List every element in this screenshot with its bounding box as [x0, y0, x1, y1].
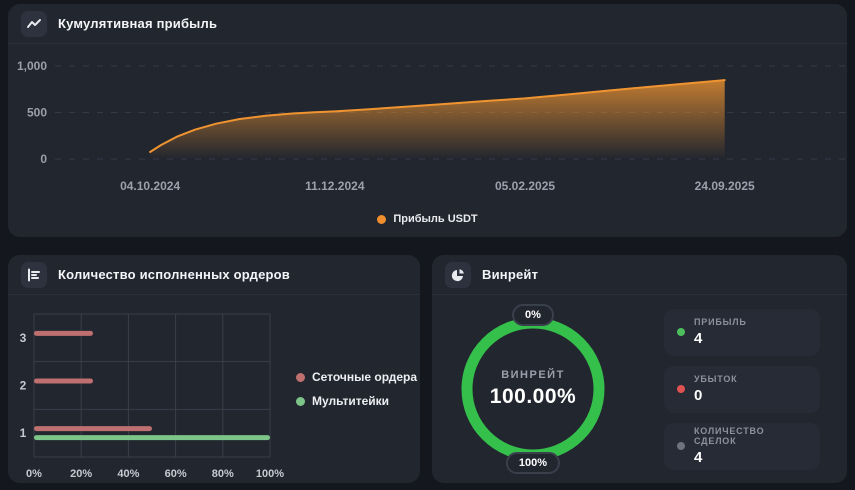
stat-value-trade-count: 4 [694, 449, 703, 466]
svg-text:05.02.2025: 05.02.2025 [495, 179, 555, 193]
svg-text:11.12.2024: 11.12.2024 [305, 179, 365, 193]
svg-text:1,000: 1,000 [17, 59, 47, 73]
winrate-center: ВИНРЕЙТ 100.00% [458, 314, 608, 464]
orders-chart-legend: Сеточные ордера Мультитейки [296, 370, 417, 408]
profit-dot-icon [677, 328, 685, 336]
svg-text:60%: 60% [165, 468, 187, 480]
panel-title-winrate: Винрейт [482, 267, 539, 282]
panel-header: Винрейт [432, 255, 847, 295]
svg-text:80%: 80% [212, 468, 234, 480]
svg-text:500: 500 [27, 106, 47, 120]
winrate-stats: ПРИБЫЛЬ 4 УБЫТОК 0 КОЛИЧЕСТВО СДЕЛОК 4 [664, 308, 820, 470]
panel-executed-orders: Количество исполненных ордеров 0% 20% 40% 6… [8, 255, 420, 483]
svg-text:1: 1 [20, 426, 27, 440]
stat-value-profit: 4 [694, 330, 703, 347]
winrate-caption: ВИНРЕЙТ [501, 369, 565, 381]
svg-text:2: 2 [20, 379, 27, 393]
stat-card-profit: ПРИБЫЛЬ 4 [664, 308, 820, 356]
stat-card-trade-count: КОЛИЧЕСТВО СДЕЛОК 4 [664, 422, 820, 470]
svg-text:24.09.2025: 24.09.2025 [695, 179, 755, 193]
cumulative-profit-chart[interactable]: 0 500 1,000 04.10.2024 11.12.2024 05.02.2025 2… [8, 47, 847, 199]
legend-item-grid-orders[interactable]: Сеточные ордера [296, 370, 417, 384]
bar-list-icon [21, 261, 47, 288]
legend-dot-grid-orders [296, 372, 305, 382]
legend-label-multitakes: Мультитейки [312, 394, 390, 408]
executed-orders-chart[interactable]: 0% 20% 40% 60% 80% 100% 3 2 1 [8, 307, 310, 482]
winrate-value: 100.00% [489, 385, 577, 408]
panel-title-cumulative: Кумулятивная прибыль [58, 16, 218, 31]
stat-card-loss: УБЫТОК 0 [664, 365, 820, 413]
panel-cumulative-profit: Кумулятивная прибыль 0 500 1,000 04.10.2024… [8, 4, 847, 237]
stat-label-trade-count: КОЛИЧЕСТВО СДЕЛОК [694, 426, 765, 446]
panel-header: Кумулятивная прибыль [8, 4, 847, 44]
svg-text:20%: 20% [70, 468, 92, 480]
svg-text:0%: 0% [26, 468, 42, 480]
svg-text:100%: 100% [256, 468, 284, 480]
trend-line-icon [21, 10, 47, 37]
legend-item-multitakes[interactable]: Мультитейки [296, 394, 417, 408]
winrate-zero-badge: 0% [512, 304, 554, 326]
svg-text:04.10.2024: 04.10.2024 [120, 179, 180, 193]
svg-text:40%: 40% [117, 468, 139, 480]
panel-title-orders: Количество исполненных ордеров [58, 267, 290, 282]
winrate-hundred-badge: 100% [505, 452, 561, 474]
panel-header: Количество исполненных ордеров [8, 255, 420, 295]
cumulative-chart-legend[interactable]: Прибыль USDT [8, 213, 847, 225]
panel-winrate: Винрейт 0% 100% ВИНРЕЙТ 100.00% ПРИБЫЛЬ … [432, 255, 847, 483]
stat-label-loss: УБЫТОК [694, 374, 738, 384]
legend-dot-multitakes [296, 396, 305, 406]
stat-label-profit: ПРИБЫЛЬ [694, 317, 747, 327]
pie-chart-icon [445, 261, 471, 288]
legend-dot-profit-usdt [377, 214, 387, 224]
legend-label-profit-usdt: Прибыль USDT [393, 213, 478, 225]
svg-text:3: 3 [20, 331, 27, 345]
svg-text:0: 0 [40, 152, 47, 166]
legend-label-grid-orders: Сеточные ордера [312, 370, 418, 384]
stat-value-loss: 0 [694, 387, 703, 404]
trade-count-dot-icon [677, 442, 685, 450]
winrate-donut-chart[interactable]: 0% 100% ВИНРЕЙТ 100.00% [458, 304, 608, 474]
loss-dot-icon [677, 385, 685, 393]
